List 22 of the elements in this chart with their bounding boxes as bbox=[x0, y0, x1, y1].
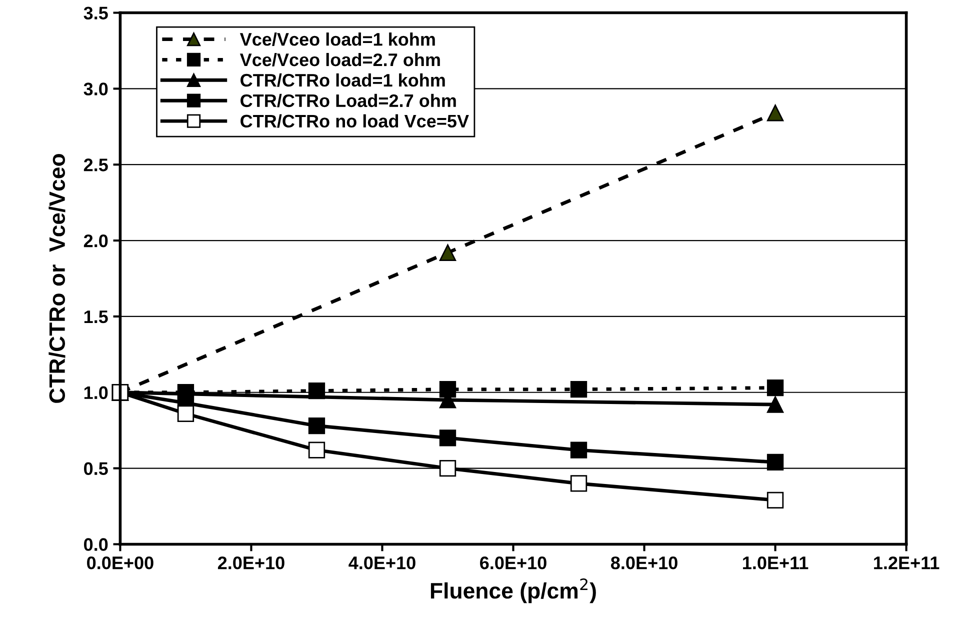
x-tick-label: 1.0E+11 bbox=[743, 556, 808, 570]
x-tick-label: 6.0E+10 bbox=[480, 556, 546, 570]
y-tick-label: 1.0 bbox=[84, 386, 108, 400]
y-tick-label: 0.0 bbox=[84, 538, 108, 551]
x-tick-label: 0.0E+00 bbox=[87, 556, 154, 570]
y-tick-label: 0.5 bbox=[84, 462, 108, 476]
y-tick-label: 2.0 bbox=[84, 234, 108, 248]
y-tick-label: 3.5 bbox=[84, 6, 108, 20]
y-tick-label: 3.0 bbox=[84, 82, 108, 96]
x-tick-label: 1.2E+11 bbox=[874, 556, 940, 570]
y-tick-label: 2.5 bbox=[84, 158, 108, 172]
y-axis-title: CTR/CTRo or Vce/Vceo bbox=[48, 154, 66, 403]
legend-label: Vce/Vceo load=1 kohm bbox=[240, 32, 435, 46]
y-tick-label: 1.5 bbox=[84, 310, 108, 324]
legend-label: CTR/CTRo load=1 kohm bbox=[240, 73, 445, 87]
legend-label: Vce/Vceo load=2.7 ohm bbox=[240, 52, 440, 66]
legend-label: CTR/CTRo no load Vce=5V bbox=[240, 114, 469, 128]
x-tick-label: 2.0E+10 bbox=[218, 556, 284, 570]
x-axis-title: Fluence (p/cm$^{2}$) bbox=[430, 578, 596, 604]
x-tick-label: 4.0E+10 bbox=[348, 556, 416, 570]
x-tick-label: 8.0E+10 bbox=[610, 556, 678, 570]
legend-label: CTR/CTRo Load=2.7 ohm bbox=[240, 94, 456, 108]
